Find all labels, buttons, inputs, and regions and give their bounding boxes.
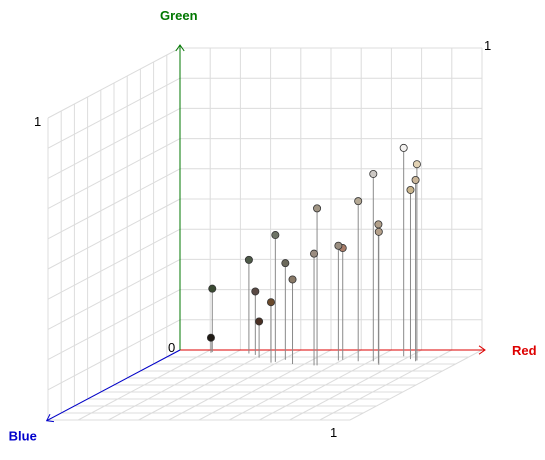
data-point [288, 275, 297, 284]
data-point [411, 175, 420, 184]
axes [45, 44, 486, 423]
data-point [206, 333, 215, 342]
grid-line-floor-red [259, 349, 392, 421]
data-point [399, 143, 408, 152]
blue-axis-line [46, 349, 181, 422]
data-point [281, 259, 290, 268]
data-point [244, 255, 253, 264]
data-point [374, 227, 383, 236]
tick-label-origin: 0 [168, 340, 175, 355]
grid-line-left-horizontal [47, 47, 181, 119]
data-point [310, 249, 319, 258]
data-point [354, 197, 363, 206]
grid-line-floor-red [289, 349, 422, 421]
grid-line-left-horizontal [47, 138, 181, 210]
grid-line-left-horizontal [47, 107, 181, 179]
data-point [412, 160, 421, 169]
data-point [369, 169, 378, 178]
grid-line-left-horizontal [47, 168, 181, 240]
grid-line-left-horizontal [47, 77, 181, 149]
y-axis-label: Green [160, 8, 198, 23]
data-points [206, 143, 421, 342]
point-stems [210, 147, 418, 366]
tick-label-y-max: 1 [34, 114, 41, 129]
tick-label-x-max: 1 [484, 38, 491, 53]
z-axis-label: Blue [9, 429, 37, 444]
blue-axis-arrow [45, 413, 55, 423]
grid-line-floor-red [319, 349, 453, 421]
grid-line-floor-red [228, 349, 362, 421]
green-axis-arrow [175, 44, 185, 52]
grid-line-floor-red [349, 349, 483, 421]
data-point [251, 287, 260, 296]
grid-line-left-horizontal [47, 198, 181, 270]
data-point [266, 298, 275, 307]
x-axis-label: Red [512, 343, 537, 358]
data-point [374, 220, 383, 229]
red-axis-arrow [478, 345, 486, 355]
data-point [271, 231, 280, 240]
data-point [406, 185, 415, 194]
data-point [255, 317, 264, 326]
data-point [208, 284, 217, 293]
data-point [313, 204, 322, 213]
data-point [334, 241, 343, 250]
tick-label-z-max: 1 [330, 425, 337, 440]
labels: Red Green Blue 0 1 1 1 [9, 8, 537, 444]
